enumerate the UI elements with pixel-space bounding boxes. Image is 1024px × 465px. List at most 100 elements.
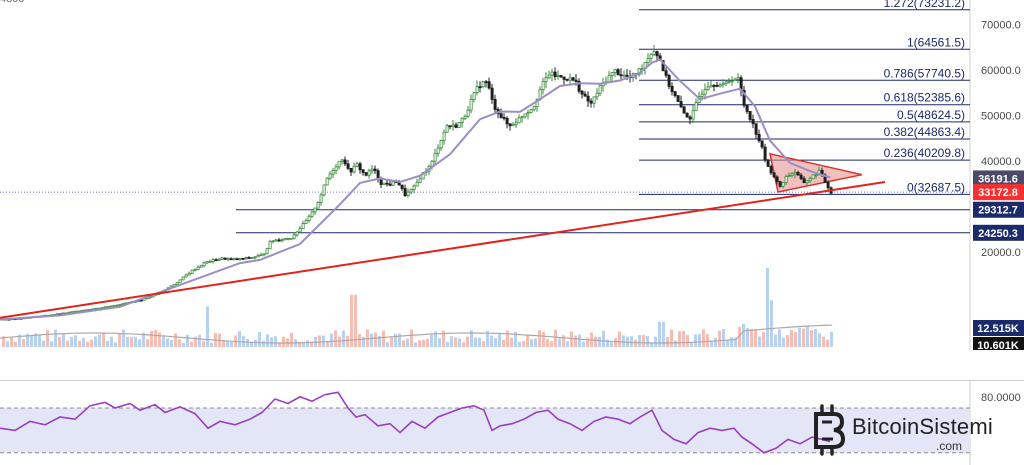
volume-bar: [414, 342, 417, 347]
fib-level-label: 1(64561.5): [907, 35, 965, 49]
candle-body: [361, 169, 365, 173]
candle-body: [235, 258, 239, 261]
volume-bar: [66, 340, 69, 347]
volume-bar: [382, 330, 385, 347]
price-panel[interactable]: 70000.060000.050000.040000.030000.020000…: [0, 0, 1024, 350]
candle-body: [661, 60, 665, 72]
rsi-tick-label: 80.0000: [981, 392, 1021, 404]
candle-body: [613, 69, 617, 73]
volume-bar: [434, 331, 437, 347]
volume-bar: [478, 337, 481, 347]
fib-level-label: 0(32687.5): [907, 180, 965, 194]
volume-bar: [114, 342, 117, 347]
candle-body: [256, 255, 260, 258]
candle-body: [742, 89, 746, 106]
candle-body: [589, 100, 593, 104]
candle-body: [334, 166, 338, 171]
volume-bar: [750, 329, 753, 347]
volume-bar: [814, 329, 817, 347]
volume-bar: [546, 339, 549, 347]
volume-bar: [618, 331, 621, 347]
volume-bar: [498, 332, 501, 347]
candle-body: [298, 228, 302, 233]
volume-bar: [22, 339, 25, 347]
volume-bar: [2, 336, 5, 347]
volume-bar: [342, 330, 345, 347]
volume-bar: [730, 337, 733, 347]
candle-body: [577, 80, 581, 92]
volume-bar: [470, 330, 473, 347]
volume-bar: [90, 339, 93, 347]
candle-body: [457, 122, 461, 128]
candle-body: [241, 257, 245, 260]
candle-body: [409, 189, 413, 193]
volume-bar: [566, 341, 569, 347]
rising-trendline: [0, 181, 886, 319]
volume-bar: [6, 341, 9, 347]
volume-bar: [178, 339, 181, 347]
candle-body: [232, 258, 236, 261]
volume-bar: [102, 332, 105, 347]
candle-body: [310, 211, 314, 217]
volume-badge: [973, 337, 1024, 350]
bitcoinsistemi-watermark: BitcoinSistemi .com: [808, 402, 1018, 460]
candle-body: [670, 85, 674, 93]
volume-bar: [758, 336, 761, 347]
volume-bar: [666, 336, 669, 347]
candle-body: [754, 123, 758, 135]
candle-body: [289, 237, 293, 240]
volume-bar: [810, 330, 813, 347]
volume-bar: [198, 334, 201, 347]
price-tick-label: 60000.0: [981, 65, 1021, 77]
volume-bar: [266, 334, 269, 347]
volume-bar: [410, 329, 413, 347]
candle-body: [286, 237, 290, 240]
volume-bar: [610, 342, 613, 347]
candle-body: [73, 310, 77, 313]
candle-body: [709, 84, 713, 88]
volume-bar: [334, 330, 337, 347]
candle-body: [592, 96, 596, 104]
volume-bar: [602, 330, 605, 347]
volume-bar: [330, 333, 333, 347]
volume-bar: [374, 332, 377, 347]
candle-body: [766, 159, 770, 167]
volume-bar: [830, 331, 833, 347]
volume-bar: [606, 339, 609, 347]
volume-bar: [642, 334, 645, 347]
candle-body: [586, 95, 590, 102]
volume-bar: [682, 331, 685, 347]
price-tick-label: 70000.0: [981, 19, 1021, 31]
volume-bar: [146, 339, 149, 347]
candle-body: [499, 113, 503, 118]
candle-body: [784, 176, 788, 183]
volume-bar: [454, 337, 457, 347]
candle-body: [466, 109, 470, 117]
candle-body: [106, 306, 110, 308]
volume-bar: [770, 300, 773, 347]
volume-bar: [174, 333, 177, 347]
volume-bar: [138, 339, 141, 347]
volume-bar: [494, 338, 497, 347]
candle-body: [367, 170, 371, 176]
volume-bar: [134, 336, 137, 347]
candle-body: [724, 81, 728, 85]
candle-body: [463, 115, 467, 120]
volume-bar: [570, 331, 573, 347]
volume-bar: [94, 336, 97, 347]
volume-bar: [670, 329, 673, 347]
volume-bar: [418, 340, 421, 347]
volume-bar: [630, 336, 633, 347]
price-badge-label: 33172.8: [978, 187, 1018, 199]
volume-bar: [586, 337, 589, 347]
candle-body: [316, 202, 320, 209]
candle-body: [364, 172, 368, 176]
volume-bar: [422, 339, 425, 347]
candle-body: [721, 83, 725, 86]
rsi-panel[interactable]: 80.0000: [0, 380, 1024, 465]
candle-body: [598, 85, 602, 94]
candle-body: [802, 178, 806, 184]
candle-body: [358, 163, 362, 171]
volume-badge-label: 10.601K: [977, 340, 1019, 350]
volume-bar: [386, 342, 389, 347]
